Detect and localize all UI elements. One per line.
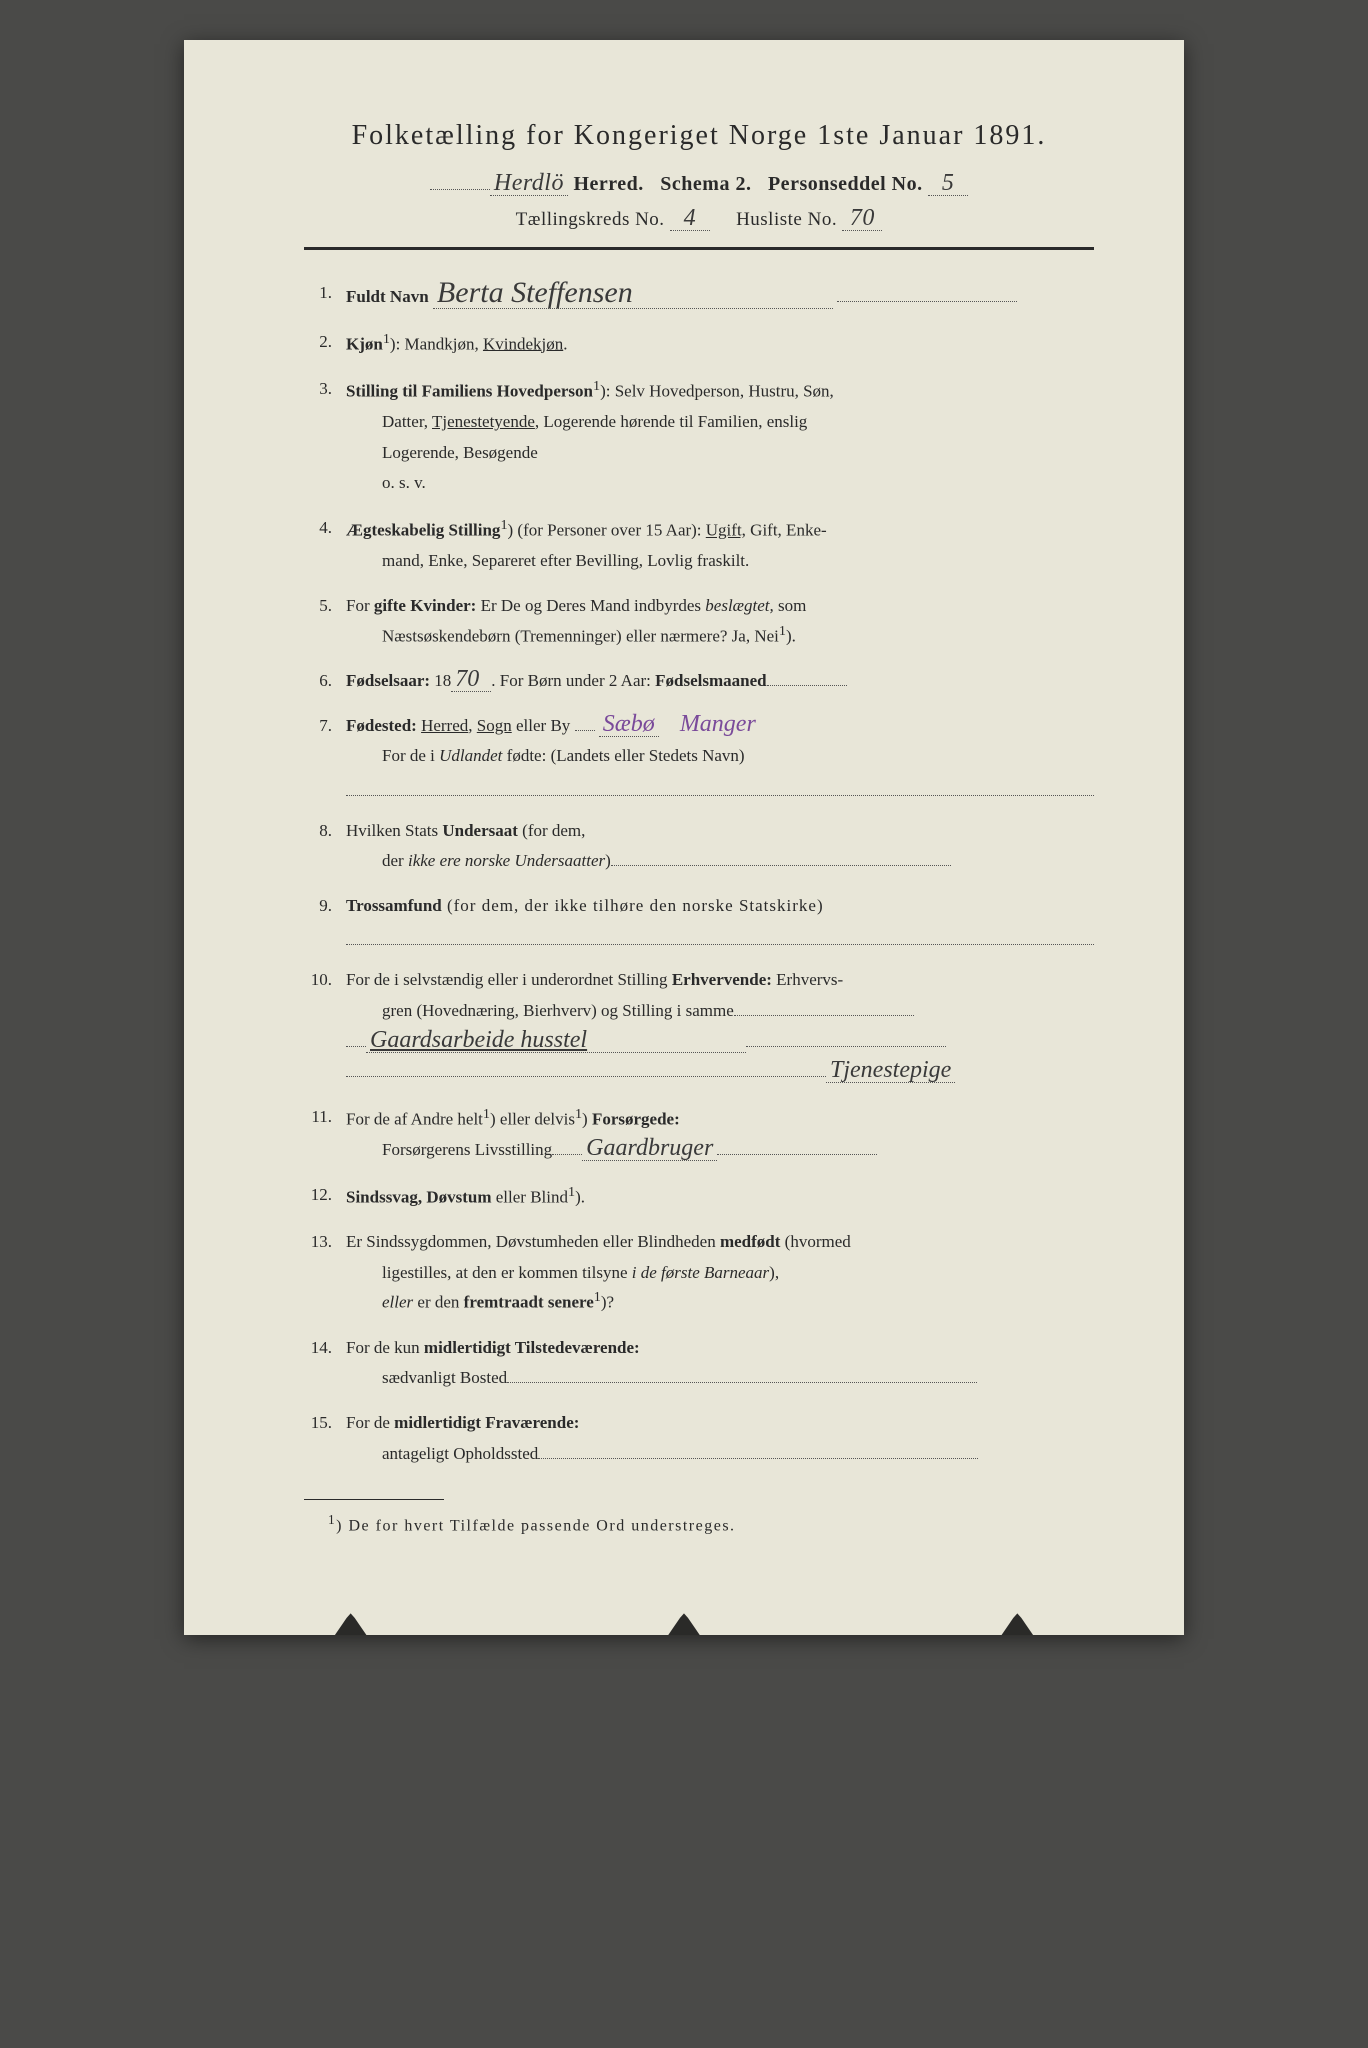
field-7: 7. Fødested: Herred, Sogn eller By Sæbø … — [304, 711, 1094, 802]
field-2: 2. Kjøn1): Mandkjøn, Kvindekjøn. — [304, 327, 1094, 360]
field-12: 12. Sindssvag, Døvstum eller Blind1). — [304, 1180, 1094, 1213]
tear-mark — [664, 1613, 704, 1635]
footnote: 1) De for hvert Tilfælde passende Ord un… — [304, 1512, 1094, 1535]
page-tears — [184, 1605, 1184, 1635]
field-3: 3. Stilling til Familiens Hovedperson1):… — [304, 374, 1094, 499]
occupation-2-handwritten: Tjenestepige — [826, 1058, 955, 1083]
field-4: 4. Ægteskabelig Stilling1) (for Personer… — [304, 513, 1094, 577]
field-8: 8. Hvilken Stats Undersaat (for dem, der… — [304, 816, 1094, 877]
field-13: 13. Er Sindssygdommen, Døvstumheden elle… — [304, 1227, 1094, 1319]
herred-label: Herred. — [573, 173, 643, 195]
field-6: 6. Fødselsaar: 1870. For Børn under 2 Aa… — [304, 666, 1094, 697]
full-name-handwritten: Berta Steffensen — [433, 278, 833, 309]
birthplace-2-handwritten: Manger — [676, 712, 760, 736]
marital-selected: Ugift, — [706, 521, 746, 540]
tear-mark — [997, 1613, 1037, 1635]
footnote-rule — [304, 1499, 444, 1500]
birth-year-handwritten: 70 — [451, 667, 491, 692]
schema-label: Schema 2. — [660, 173, 751, 195]
birthplace-1-handwritten: Sæbø — [599, 712, 659, 737]
relation-selected: Tjenestetyende — [432, 412, 535, 431]
field-1: 1. Fuldt Navn Berta Steffensen — [304, 278, 1094, 313]
form-title: Folketælling for Kongeriget Norge 1ste J… — [304, 120, 1094, 152]
kreds-no: 4 — [670, 206, 710, 231]
personseddel-no: 5 — [928, 171, 968, 196]
field-5: 5. For gifte Kvinder: Er De og Deres Man… — [304, 591, 1094, 652]
herred-handwritten: Herdlö — [490, 171, 568, 196]
census-form-page: Folketælling for Kongeriget Norge 1ste J… — [184, 40, 1184, 1635]
field-9: 9. Trossamfund (for dem, der ikke tilhør… — [304, 891, 1094, 952]
field-15: 15. For de midlertidigt Fraværende: anta… — [304, 1408, 1094, 1469]
field-10: 10. For de i selvstændig eller i underor… — [304, 965, 1094, 1087]
divider — [304, 247, 1094, 250]
provider-handwritten: Gaardbruger — [582, 1136, 717, 1161]
kreds-label: Tællingskreds No. — [516, 209, 665, 230]
occupation-1-handwritten: Gaardsarbeide husstel — [366, 1028, 746, 1053]
header-line-2: Tællingskreds No. 4 Husliste No. 70 — [304, 206, 1094, 231]
husliste-no: 70 — [842, 206, 882, 231]
sex-selected: Kvindekjøn — [483, 334, 563, 353]
personseddel-label: Personseddel No. — [768, 173, 923, 195]
field-14: 14. For de kun midlertidigt Tilstedevære… — [304, 1333, 1094, 1394]
header-line-1: Herdlö Herred. Schema 2. Personseddel No… — [304, 170, 1094, 196]
field-11: 11. For de af Andre helt1) eller delvis1… — [304, 1102, 1094, 1166]
tear-mark — [331, 1613, 371, 1635]
husliste-label: Husliste No. — [736, 209, 837, 230]
